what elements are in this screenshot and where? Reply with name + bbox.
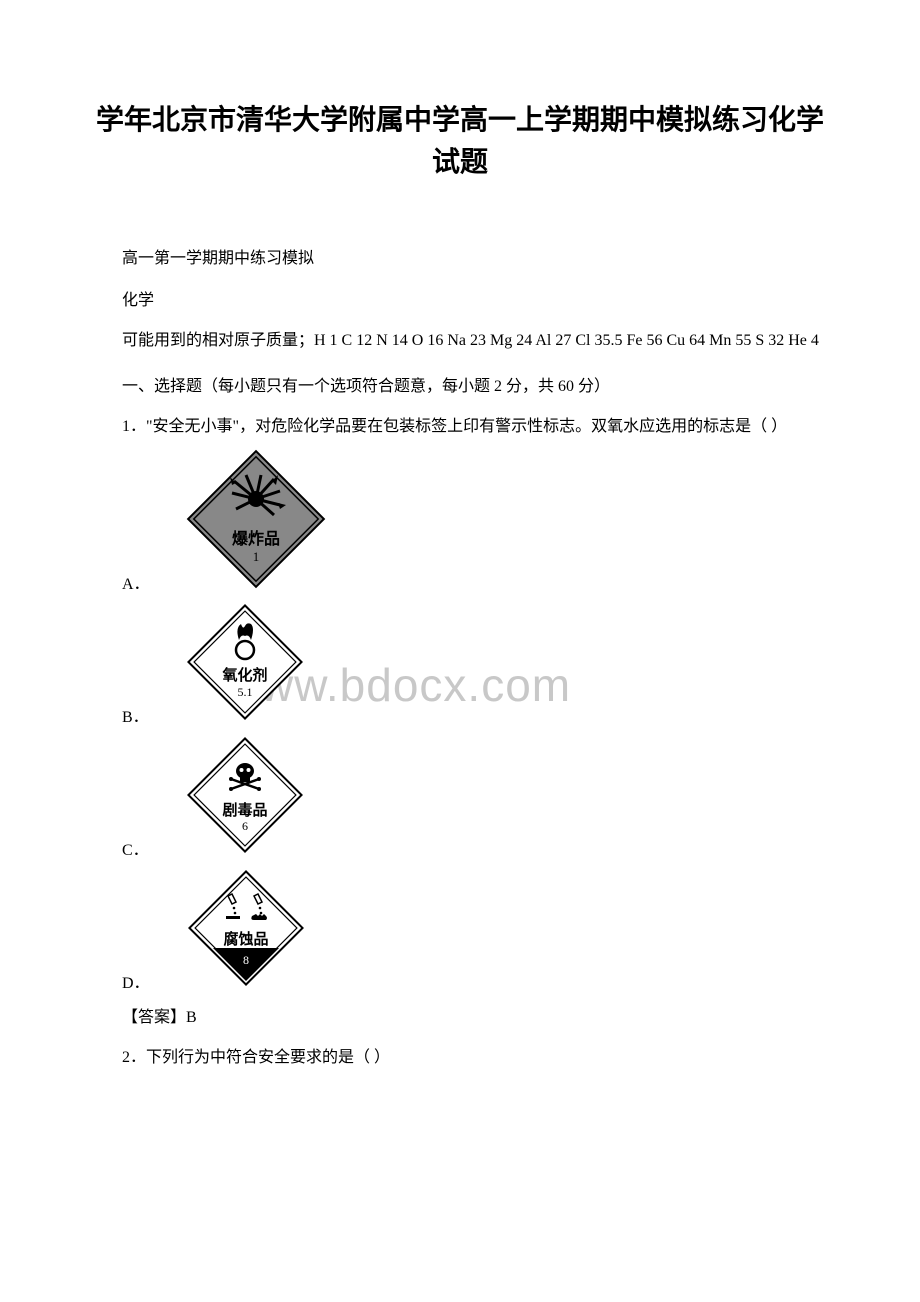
- svg-text:8: 8: [243, 953, 249, 967]
- svg-text:6: 6: [242, 819, 248, 833]
- question-2: 2．下列行为中符合安全要求的是（ ）: [90, 1045, 830, 1071]
- option-a-row: A． 爆炸品 1: [90, 449, 830, 594]
- document-content: 学年北京市清华大学附属中学高一上学期期中模拟练习化学试题 高一第一学期期中练习模…: [90, 100, 830, 1071]
- question-1-text: 1．"安全无小事"，对危险化学品要在包装标签上印有警示性标志。双氧水应选用的标志…: [90, 414, 830, 440]
- svg-text:5.1: 5.1: [237, 685, 252, 699]
- subtitle-line-1: 高一第一学期期中练习模拟: [90, 244, 830, 268]
- oxidizer-hazard-icon: 氧化剂 5.1: [153, 602, 305, 727]
- option-b-label: B．: [90, 703, 149, 727]
- option-c-label: C．: [90, 836, 149, 860]
- question-1: 1．"安全无小事"，对危险化学品要在包装标签上印有警示性标志。双氧水应选用的标志…: [90, 414, 830, 440]
- atomic-masses-text: 可能用到的相对原子质量；H 1 C 12 N 14 O 16 Na 23 Mg …: [90, 328, 830, 354]
- svg-text:1: 1: [252, 549, 259, 564]
- svg-text:爆炸品: 爆炸品: [232, 529, 280, 548]
- svg-text:氧化剂: 氧化剂: [221, 666, 267, 684]
- svg-text:腐蚀品: 腐蚀品: [223, 930, 268, 948]
- option-d-label: D．: [90, 969, 150, 993]
- option-a-label: A．: [90, 570, 150, 594]
- corrosive-hazard-icon: 腐蚀品 8: [154, 868, 306, 993]
- option-d-row: D．: [90, 868, 830, 993]
- option-b-row: B． 氧化剂 5.1: [90, 602, 830, 727]
- option-c-row: C．: [90, 735, 830, 860]
- answer-1: 【答案】B: [90, 1003, 830, 1027]
- subtitle-line-2: 化学: [90, 286, 830, 310]
- page-title: 学年北京市清华大学附属中学高一上学期期中模拟练习化学试题: [90, 100, 830, 184]
- explosive-hazard-icon: 爆炸品 1: [154, 449, 326, 594]
- atomic-masses: 可能用到的相对原子质量；H 1 C 12 N 14 O 16 Na 23 Mg …: [90, 328, 830, 354]
- toxic-hazard-icon: 剧毒品 6: [153, 735, 305, 860]
- svg-text:剧毒品: 剧毒品: [222, 801, 267, 819]
- section-header-1: 一、选择题（每小题只有一个选项符合题意，每小题 2 分，共 60 分）: [90, 372, 830, 396]
